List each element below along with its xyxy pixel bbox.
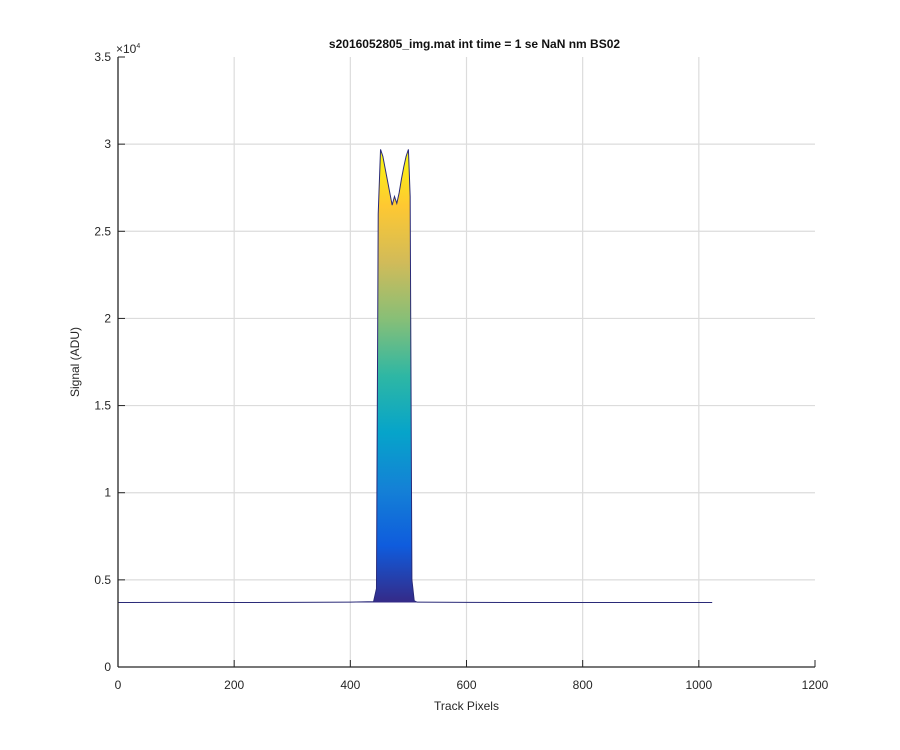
y-axis-exponent: ×104: [116, 42, 140, 56]
x-axis-label: Track Pixels: [434, 699, 499, 713]
x-tick-label: 0: [115, 678, 122, 692]
exponent-power: 4: [136, 43, 140, 50]
chart-title: s2016052805_img.mat int time = 1 se NaN …: [329, 37, 620, 51]
y-tick-label: 0.5: [94, 573, 111, 587]
y-tick-label: 2.5: [94, 224, 111, 238]
x-axis-ticks: 0 200 400 600 800 1000 1200: [115, 660, 829, 692]
y-tick-label: 3: [104, 137, 111, 151]
y-tick-label: 1.5: [94, 399, 111, 413]
x-tick-label: 1000: [685, 678, 712, 692]
y-tick-label: 0: [104, 660, 111, 674]
y-tick-label: 2: [104, 311, 111, 325]
data-layer: [118, 149, 713, 604]
signal-line: [118, 149, 713, 604]
x-tick-label: 200: [224, 678, 244, 692]
y-tick-label: 3.5: [94, 50, 111, 64]
y-axis-label: Signal (ADU): [68, 327, 82, 397]
x-tick-label: 1200: [802, 678, 829, 692]
grid: [118, 57, 815, 667]
exponent-base: ×10: [116, 42, 137, 56]
x-tick-label: 800: [573, 678, 593, 692]
x-tick-label: 400: [340, 678, 360, 692]
y-tick-label: 1: [104, 486, 111, 500]
y-axis-ticks: 0 0.5 1 1.5 2 2.5 3 3.5: [94, 50, 125, 674]
x-tick-label: 600: [456, 678, 476, 692]
